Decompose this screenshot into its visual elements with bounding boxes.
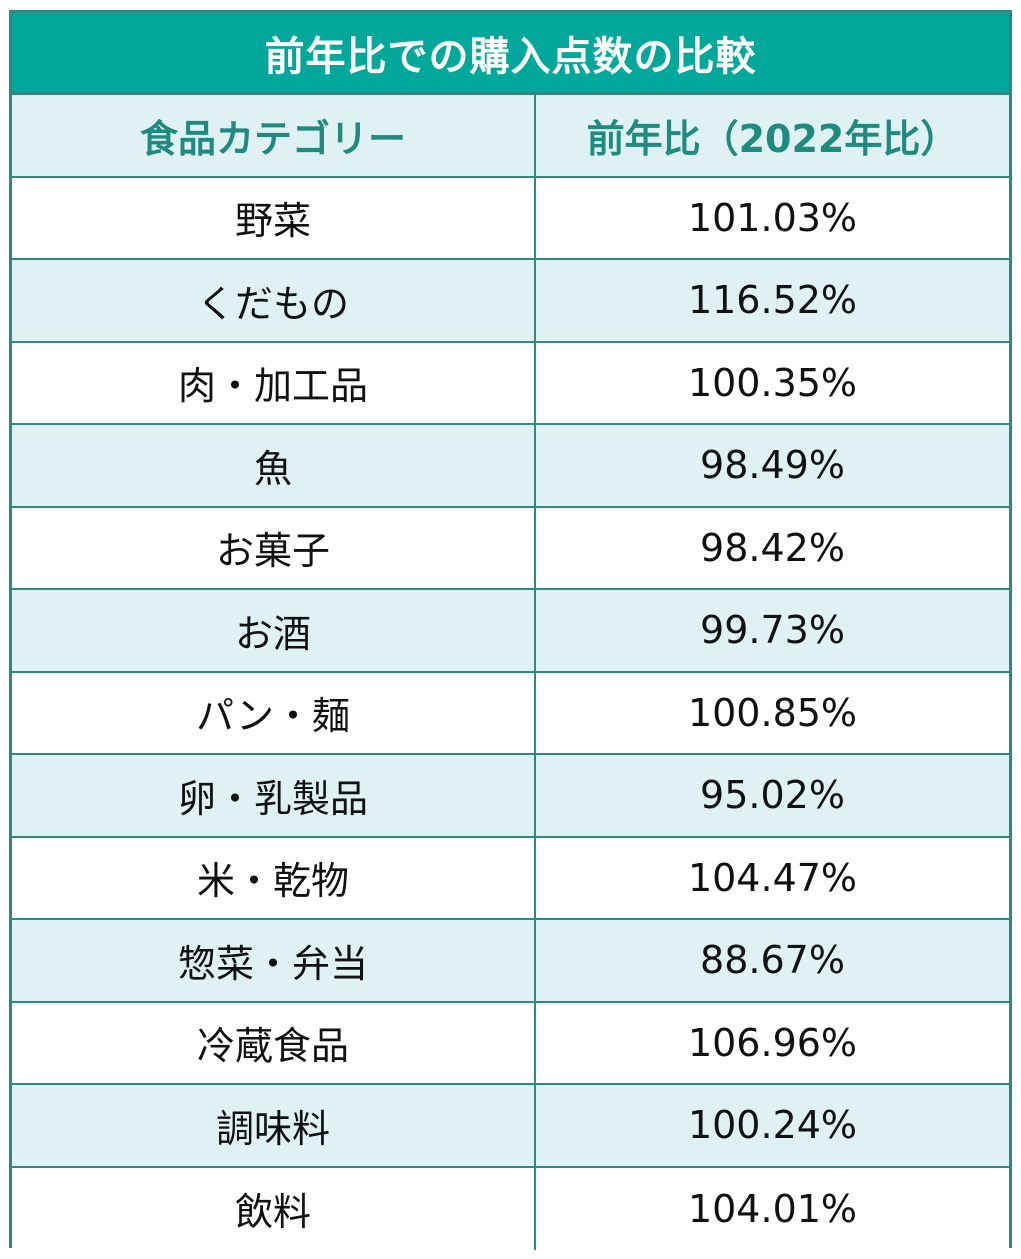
category-cell: 肉・加工品	[12, 342, 536, 423]
column-header-yoy: 前年比（2022年比）	[586, 116, 959, 161]
table-title: 前年比での購入点数の比較	[12, 13, 1009, 95]
yoy-value-cell: 98.42%	[700, 525, 845, 570]
yoy-value-cell: 98.49%	[700, 443, 845, 488]
yoy-value-cell: 99.73%	[700, 608, 845, 653]
table-row: くだもの 116.52%	[12, 260, 1009, 343]
yoy-value-cell: 95.02%	[700, 773, 845, 818]
category-cell: 惣菜・弁当	[12, 920, 536, 1001]
table-row: 魚 98.49%	[12, 425, 1009, 508]
yoy-value-cell: 88.67%	[700, 938, 845, 983]
column-header-category: 食品カテゴリー	[12, 95, 536, 176]
table-row: パン・麺 100.85%	[12, 672, 1009, 755]
category-cell: 調味料	[12, 1085, 536, 1166]
category-cell: 米・乾物	[12, 837, 536, 918]
table-row: 肉・加工品 100.35%	[12, 342, 1009, 425]
yoy-value-cell: 100.35%	[687, 360, 858, 405]
header-row: 食品カテゴリー 前年比（2022年比）	[12, 95, 1009, 178]
category-cell: 冷蔵食品	[12, 1002, 536, 1083]
category-cell: お酒	[12, 590, 536, 671]
category-cell: 飲料	[12, 1167, 536, 1250]
yoy-value-cell: 100.24%	[687, 1103, 858, 1148]
category-cell: お菓子	[12, 507, 536, 588]
yoy-value-cell: 106.96%	[687, 1020, 858, 1065]
table-row: 野菜 101.03%	[12, 177, 1009, 260]
table-row: 調味料 100.24%	[12, 1085, 1009, 1168]
table-row: 飲料 104.01%	[12, 1167, 1009, 1250]
table-row: お酒 99.73%	[12, 590, 1009, 673]
category-cell: くだもの	[12, 260, 536, 341]
category-cell: 卵・乳製品	[12, 755, 536, 836]
table-row: 冷蔵食品 106.96%	[12, 1002, 1009, 1085]
yoy-value-cell: 100.85%	[687, 690, 858, 735]
category-cell: パン・麺	[12, 672, 536, 753]
yoy-value-cell: 104.01%	[687, 1186, 858, 1231]
comparison-table: 前年比での購入点数の比較 食品カテゴリー 前年比（2022年比） 野菜 101.0…	[9, 10, 1012, 1250]
table-row: 卵・乳製品 95.02%	[12, 755, 1009, 838]
table-row: お菓子 98.42%	[12, 507, 1009, 590]
yoy-value-cell: 101.03%	[687, 195, 858, 240]
table-body: 野菜 101.03% くだもの 116.52% 肉・加工品 100.35% 魚 98.49% お…	[12, 177, 1009, 1250]
table-row: 米・乾物 104.47%	[12, 837, 1009, 920]
category-cell: 魚	[12, 425, 536, 506]
yoy-value-cell: 116.52%	[687, 278, 858, 323]
category-cell: 野菜	[12, 177, 536, 258]
yoy-value-cell: 104.47%	[687, 855, 858, 900]
table-row: 惣菜・弁当 88.67%	[12, 920, 1009, 1003]
